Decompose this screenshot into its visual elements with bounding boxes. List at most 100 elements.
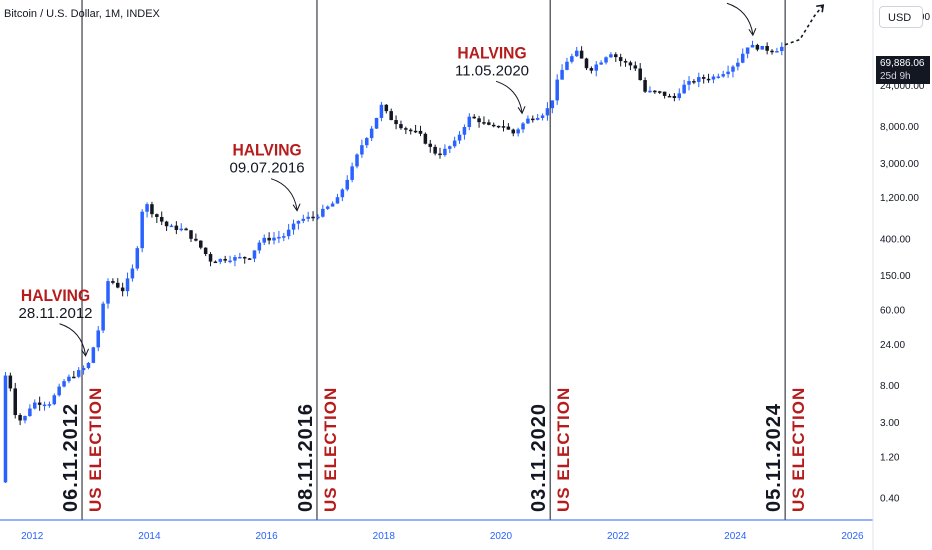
candle-body xyxy=(257,242,262,251)
candle-body xyxy=(374,117,379,129)
candle-body xyxy=(330,203,335,207)
candle-body xyxy=(199,240,203,248)
candle-body xyxy=(335,197,340,204)
y-tick-label: 150.00 xyxy=(880,271,911,282)
candle-body xyxy=(452,140,457,147)
candle-body xyxy=(140,211,144,249)
y-tick-label: 24,000.00 xyxy=(880,81,925,92)
candle-body xyxy=(218,258,223,262)
candle-body xyxy=(365,138,369,146)
candle-body xyxy=(33,402,37,409)
x-tick-label: 2026 xyxy=(841,531,864,542)
halving-arrowhead xyxy=(517,106,526,115)
candle-body xyxy=(501,126,506,128)
candle-body xyxy=(13,388,17,416)
candle-body xyxy=(62,381,66,387)
halving-arrow xyxy=(726,2,754,35)
candle-body xyxy=(623,61,628,63)
candle-body xyxy=(242,256,247,259)
y-tick-label: 60.00 xyxy=(880,306,905,317)
candle-body xyxy=(174,225,179,230)
candle-body xyxy=(672,96,677,99)
y-tick-label: 1.20 xyxy=(880,452,900,463)
halving-arrow xyxy=(270,178,298,210)
candle-body xyxy=(521,123,525,130)
x-tick-label: 2018 xyxy=(373,531,396,542)
candle-body xyxy=(433,146,437,154)
candle-body xyxy=(692,81,696,83)
x-tick-label: 2016 xyxy=(255,531,278,542)
halving-arrowhead xyxy=(81,348,90,357)
candle-body xyxy=(155,214,159,217)
candle-body xyxy=(526,118,530,124)
candle-body xyxy=(223,258,227,261)
y-tick-label: 8.00 xyxy=(880,381,900,392)
halving-date: 28.11.2012 xyxy=(19,305,93,322)
candle-body xyxy=(267,237,271,241)
candle-body xyxy=(184,228,188,231)
candle-body xyxy=(638,68,642,81)
candle-body xyxy=(731,66,735,72)
candle-body xyxy=(360,145,364,155)
candle-body xyxy=(579,50,584,59)
candle-body xyxy=(697,77,701,82)
candle-body xyxy=(740,53,745,63)
candle-body xyxy=(233,257,237,261)
candle-body xyxy=(472,116,476,119)
candle-body xyxy=(750,44,755,48)
y-tick-label: 8,000.00 xyxy=(880,122,919,133)
candle-body xyxy=(238,256,242,259)
candle-body xyxy=(379,104,384,118)
candle-body xyxy=(775,51,779,53)
candle-body xyxy=(614,54,618,58)
last-price: 69,886.06 xyxy=(880,58,925,69)
halving-arrowhead xyxy=(748,28,757,37)
election-lines xyxy=(81,0,786,520)
candle-body xyxy=(443,148,447,156)
candle-body xyxy=(111,281,115,283)
candle-body xyxy=(394,120,398,125)
candle-body xyxy=(457,134,462,141)
candle-body xyxy=(247,258,252,260)
candle-body xyxy=(540,115,545,118)
candle-body xyxy=(159,216,164,222)
halving-title: HALVING xyxy=(457,44,526,63)
candle-body xyxy=(145,204,149,212)
candle-body xyxy=(531,118,535,121)
candle-body xyxy=(286,229,291,237)
candle-body xyxy=(662,91,667,96)
election-tag-label: US ELECTION xyxy=(321,387,340,512)
candle-body xyxy=(101,303,105,331)
candle-body xyxy=(272,237,276,241)
candle-body xyxy=(511,129,516,134)
candle-body xyxy=(736,62,740,67)
candle-body xyxy=(399,124,403,129)
y-tick-label: 24.00 xyxy=(880,340,905,351)
candle-body xyxy=(8,375,13,389)
candle-body xyxy=(716,76,721,78)
candle-body xyxy=(726,71,730,75)
candle-body xyxy=(150,204,154,215)
candle-body xyxy=(135,248,140,269)
candle-body xyxy=(706,78,711,81)
candle-body xyxy=(643,80,647,92)
candle-body xyxy=(28,408,32,417)
candle-body xyxy=(169,225,174,228)
candle-body xyxy=(516,129,520,134)
election-tag-label: US ELECTION xyxy=(554,387,573,512)
halving-arrowhead xyxy=(292,203,301,212)
candle-body xyxy=(633,65,638,69)
candle-body xyxy=(550,100,555,109)
currency-button[interactable]: USD xyxy=(879,6,923,28)
candle-body xyxy=(487,122,491,125)
candle-body xyxy=(682,84,686,94)
candle-body xyxy=(482,122,486,124)
candle-body xyxy=(72,376,76,379)
candle-body xyxy=(189,230,193,239)
candle-body xyxy=(130,268,135,279)
candle-body xyxy=(428,143,433,147)
candle-body xyxy=(203,247,208,255)
candle-body xyxy=(467,116,472,127)
candle-body xyxy=(57,386,61,396)
